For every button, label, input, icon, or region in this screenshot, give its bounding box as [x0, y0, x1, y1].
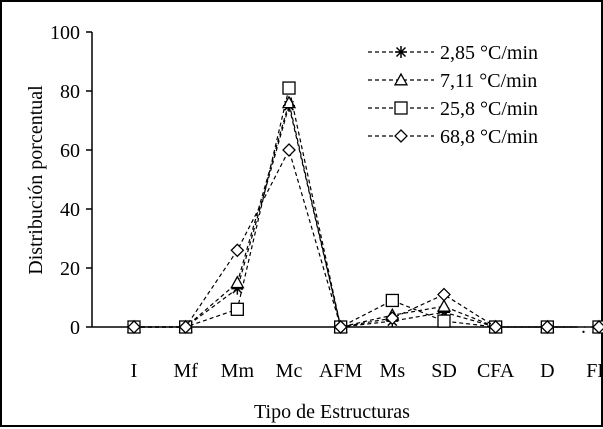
- data-point-square: [283, 82, 295, 94]
- x-axis-title: Tipo de Estructuras: [254, 401, 410, 423]
- x-tick-label: D: [540, 360, 554, 382]
- x-tick-label: SD: [431, 360, 457, 382]
- y-tick-label: 40: [60, 199, 80, 221]
- data-point-diamond: [231, 244, 243, 256]
- y-tick-label: 80: [60, 81, 80, 103]
- y-tick-label: 100: [50, 22, 80, 44]
- legend-label: 25,8 °C/min: [440, 98, 538, 120]
- series-diamond: [128, 144, 603, 333]
- data-point-square: [438, 315, 450, 327]
- y-tick-label: 60: [60, 140, 80, 162]
- x-tick-label: Ms: [380, 360, 406, 382]
- legend-label: 7,11 °C/min: [440, 70, 537, 92]
- x-tick-label: FD: [586, 360, 603, 382]
- data-point-diamond: [438, 289, 450, 301]
- series-line: [134, 88, 599, 327]
- x-tick-label: CFA: [477, 360, 515, 382]
- x-tick-label: AFM: [319, 360, 363, 382]
- x-tick-label: I: [131, 360, 138, 382]
- y-axis-title: Distribución porcentual: [25, 85, 47, 275]
- legend-marker-square: [395, 102, 407, 114]
- data-point-diamond: [386, 312, 398, 324]
- data-point-triangle: [231, 277, 243, 288]
- x-tick-label: Mc: [276, 360, 303, 382]
- series-line: [134, 150, 599, 327]
- legend-item: 2,85 °C/min: [368, 42, 538, 64]
- y-tick-label: 0: [70, 317, 80, 339]
- legend-marker-asterisk: [395, 46, 407, 58]
- x-tick-label: Mf: [173, 360, 198, 382]
- legend-marker-diamond: [395, 130, 407, 142]
- legend-label: 68,8 °C/min: [440, 126, 538, 148]
- data-point-diamond: [283, 144, 295, 156]
- data-point-square: [231, 303, 243, 315]
- legend: 2,85 °C/min 7,11 °C/min 25,8 °C/min 68,8 °C…: [368, 42, 538, 148]
- legend-item: 25,8 °C/min: [368, 98, 538, 120]
- data-point-triangle: [438, 300, 450, 311]
- legend-item: 68,8 °C/min: [368, 126, 538, 148]
- legend-item: 7,11 °C/min: [368, 70, 537, 92]
- legend-label: 2,85 °C/min: [440, 42, 538, 64]
- y-tick-label: 20: [60, 258, 80, 280]
- data-point-square: [386, 294, 398, 306]
- x-tick-label: Mm: [221, 360, 255, 382]
